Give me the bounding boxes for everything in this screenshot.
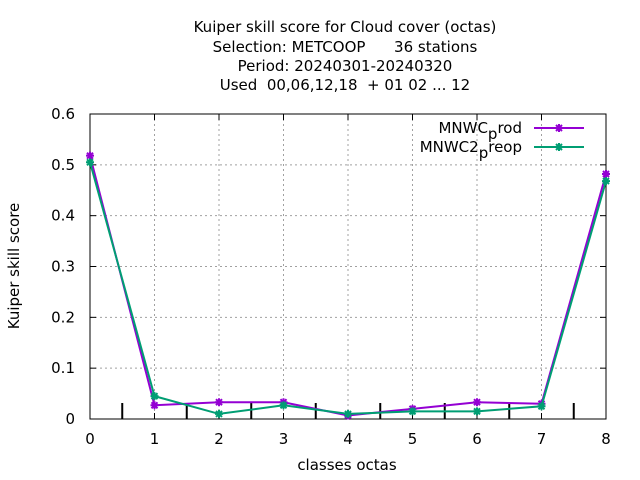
data-point-marker: [279, 401, 288, 410]
x-tick-label: 3: [279, 430, 289, 448]
y-tick-label: 0.3: [51, 258, 75, 276]
x-tick-label: 8: [601, 430, 611, 448]
y-tick-label: 0.5: [51, 156, 75, 174]
title-line-2: Selection: METCOOP 36 stations: [213, 38, 478, 56]
title-line-1: Kuiper skill score for Cloud cover (octa…: [194, 18, 497, 36]
y-tick-label: 0.4: [51, 207, 75, 225]
chart-title: Kuiper skill score for Cloud cover (octa…: [194, 18, 497, 94]
legend-label-subscript: p: [479, 144, 489, 162]
data-point-marker: [215, 398, 223, 407]
x-tick-label: 6: [472, 430, 482, 448]
y-tick-label: 0.2: [51, 308, 75, 326]
y-tick-label: 0: [65, 410, 75, 428]
y-tick-label: 0.1: [51, 359, 75, 377]
legend-entry-1: MNWCprod: [438, 119, 584, 143]
data-point-marker: [150, 392, 159, 401]
legend-label-main: MNWC2: [420, 138, 479, 156]
data-point-marker: [602, 169, 610, 178]
series-lines: [86, 151, 610, 420]
legend-label: MNWC2preop: [420, 138, 522, 162]
title-line-3: Period: 20240301-20240320: [238, 57, 453, 75]
legend-label-tail: rod: [497, 119, 522, 137]
data-point-marker: [473, 407, 481, 416]
x-tick-label: 4: [343, 430, 353, 448]
title-line-4: Used 00,06,12,18 + 01 02 ... 12: [220, 76, 470, 94]
data-point-marker: [537, 402, 546, 411]
legend-label-main: MNWC: [438, 119, 487, 137]
data-point-marker: [344, 409, 352, 418]
legend-label-subscript: p: [488, 125, 498, 143]
grid-lines: [90, 114, 606, 419]
legend-swatch-marker: [555, 124, 563, 132]
data-point-marker: [408, 407, 417, 416]
x-axis-label: classes octas: [297, 456, 397, 474]
x-tick-label: 0: [85, 430, 95, 448]
data-point-marker: [602, 177, 610, 186]
legend-label: MNWCprod: [438, 119, 522, 143]
x-tick-label: 1: [150, 430, 160, 448]
x-tick-label: 2: [214, 430, 224, 448]
x-axis-ticks: 0 1 2 3 4 5 6 7 8: [85, 114, 611, 448]
legend-swatch-marker: [555, 143, 563, 151]
data-point-marker: [473, 398, 481, 407]
data-point-marker: [86, 158, 94, 167]
x-tick-label: 7: [537, 430, 547, 448]
data-point-marker: [215, 409, 223, 418]
data-point-marker: [86, 151, 94, 160]
legend-entry-2: MNWC2preop: [420, 138, 584, 162]
legend-label-tail: reop: [488, 138, 522, 156]
y-axis-label: Kuiper skill score: [5, 203, 23, 330]
x-tick-label: 5: [408, 430, 418, 448]
y-axis-ticks: 0 0.1 0.2 0.3 0.4 0.5 0.6: [51, 105, 606, 428]
y-tick-label: 0.6: [51, 105, 75, 123]
data-point-marker: [150, 401, 159, 410]
